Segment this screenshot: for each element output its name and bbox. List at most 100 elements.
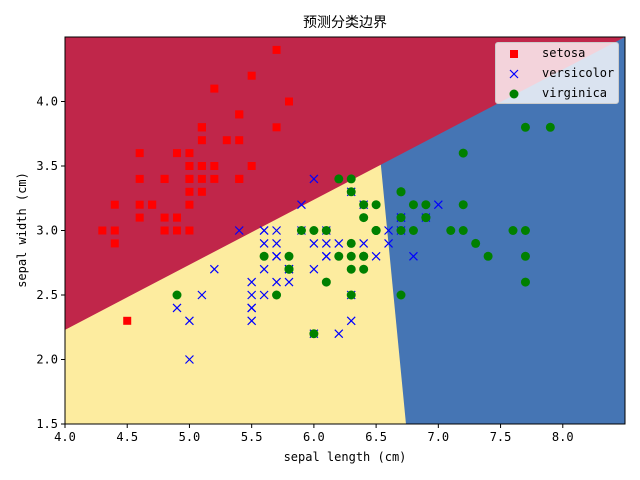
y-axis-label: sepal width (cm) — [15, 172, 29, 288]
point-versicolor — [309, 238, 319, 248]
legend-item-setosa: setosa — [502, 45, 614, 63]
point-virginica — [346, 290, 356, 300]
x-tick-label: 6.5 — [365, 430, 387, 444]
point-virginica — [396, 290, 406, 300]
point-versicolor — [384, 226, 393, 235]
point-versicolor — [346, 316, 356, 326]
point-virginica — [346, 238, 356, 248]
point-versicolor — [309, 174, 319, 184]
point-virginica — [396, 187, 406, 197]
point-virginica — [172, 290, 182, 300]
point-versicolor — [259, 238, 269, 248]
point-setosa — [222, 136, 231, 145]
x-tick-label: 4.5 — [116, 430, 138, 444]
decision-regions — [65, 37, 625, 424]
point-virginica — [520, 122, 530, 132]
point-virginica — [408, 226, 418, 235]
point-virginica — [359, 264, 369, 274]
x-tick-label: 7.0 — [427, 430, 449, 444]
point-setosa — [185, 200, 194, 209]
point-setosa — [110, 226, 119, 235]
point-setosa — [173, 149, 181, 158]
point-versicolor — [247, 303, 257, 313]
circle-marker-icon — [509, 89, 519, 99]
point-virginica — [421, 213, 431, 223]
point-setosa — [173, 213, 181, 222]
point-virginica — [334, 174, 344, 184]
point-virginica — [321, 226, 331, 235]
point-versicolor — [321, 238, 331, 248]
point-virginica — [371, 200, 381, 210]
x-tick-label: 4.0 — [54, 430, 76, 444]
point-virginica — [259, 251, 269, 261]
point-virginica — [346, 174, 356, 184]
data-points — [98, 45, 555, 364]
point-setosa — [173, 226, 181, 235]
point-setosa — [197, 123, 206, 132]
point-versicolor — [172, 303, 182, 313]
point-versicolor — [247, 316, 257, 326]
point-virginica — [371, 226, 381, 235]
legend: setosa versicolor virginica — [495, 42, 619, 104]
point-virginica — [421, 200, 431, 210]
point-virginica — [483, 251, 493, 261]
point-setosa — [135, 174, 144, 183]
y-tick-label: 2.0 — [36, 353, 58, 367]
point-versicolor — [297, 200, 306, 210]
point-setosa — [160, 174, 169, 183]
point-virginica — [346, 251, 356, 261]
point-virginica — [334, 251, 344, 261]
point-versicolor — [185, 316, 194, 326]
point-setosa — [272, 123, 281, 132]
point-versicolor — [359, 238, 369, 248]
y-tick-label: 3.5 — [36, 159, 58, 173]
point-setosa — [197, 187, 206, 196]
point-virginica — [284, 264, 294, 274]
region-setosa — [65, 37, 625, 330]
point-virginica — [471, 238, 481, 248]
x-tick-label: 8.0 — [552, 430, 574, 444]
point-setosa — [197, 162, 206, 170]
point-setosa — [185, 226, 194, 235]
point-setosa — [148, 200, 157, 209]
point-virginica — [359, 213, 369, 223]
legend-label-versicolor: versicolor — [542, 66, 615, 80]
point-versicolor — [371, 251, 381, 261]
point-versicolor — [409, 251, 418, 261]
legend-item-versicolor: versicolor — [502, 65, 614, 83]
square-marker-icon — [510, 50, 518, 58]
point-virginica — [446, 226, 456, 235]
y-axis-ticks: 1.5 2.0 2.5 3.0 3.5 4.0 — [36, 95, 65, 431]
point-virginica — [396, 226, 406, 235]
point-setosa — [98, 226, 107, 235]
point-setosa — [110, 200, 119, 209]
point-setosa — [235, 110, 244, 119]
point-versicolor — [272, 277, 281, 287]
point-virginica — [408, 200, 418, 210]
region-virginica — [379, 37, 625, 424]
point-versicolor — [272, 226, 281, 235]
point-virginica — [458, 148, 468, 158]
x-marker-icon — [509, 69, 519, 79]
x-axis-label: sepal length (cm) — [283, 450, 407, 464]
point-setosa — [135, 200, 144, 209]
point-versicolor — [259, 226, 269, 235]
point-setosa — [185, 174, 194, 183]
point-virginica — [309, 226, 319, 235]
point-setosa — [110, 239, 119, 248]
point-versicolor — [247, 277, 257, 287]
point-virginica — [359, 200, 369, 210]
x-tick-label: 5.0 — [179, 430, 201, 444]
y-tick-label: 4.0 — [36, 95, 58, 109]
x-tick-label: 6.0 — [303, 430, 325, 444]
point-setosa — [235, 174, 244, 183]
chart-title: 预测分类边界 — [303, 15, 387, 31]
legend-item-virginica: virginica — [502, 85, 614, 103]
point-virginica — [346, 187, 356, 197]
point-versicolor — [272, 238, 281, 248]
y-tick-label: 1.5 — [36, 417, 58, 431]
point-virginica — [296, 226, 306, 235]
point-versicolor — [197, 290, 207, 300]
